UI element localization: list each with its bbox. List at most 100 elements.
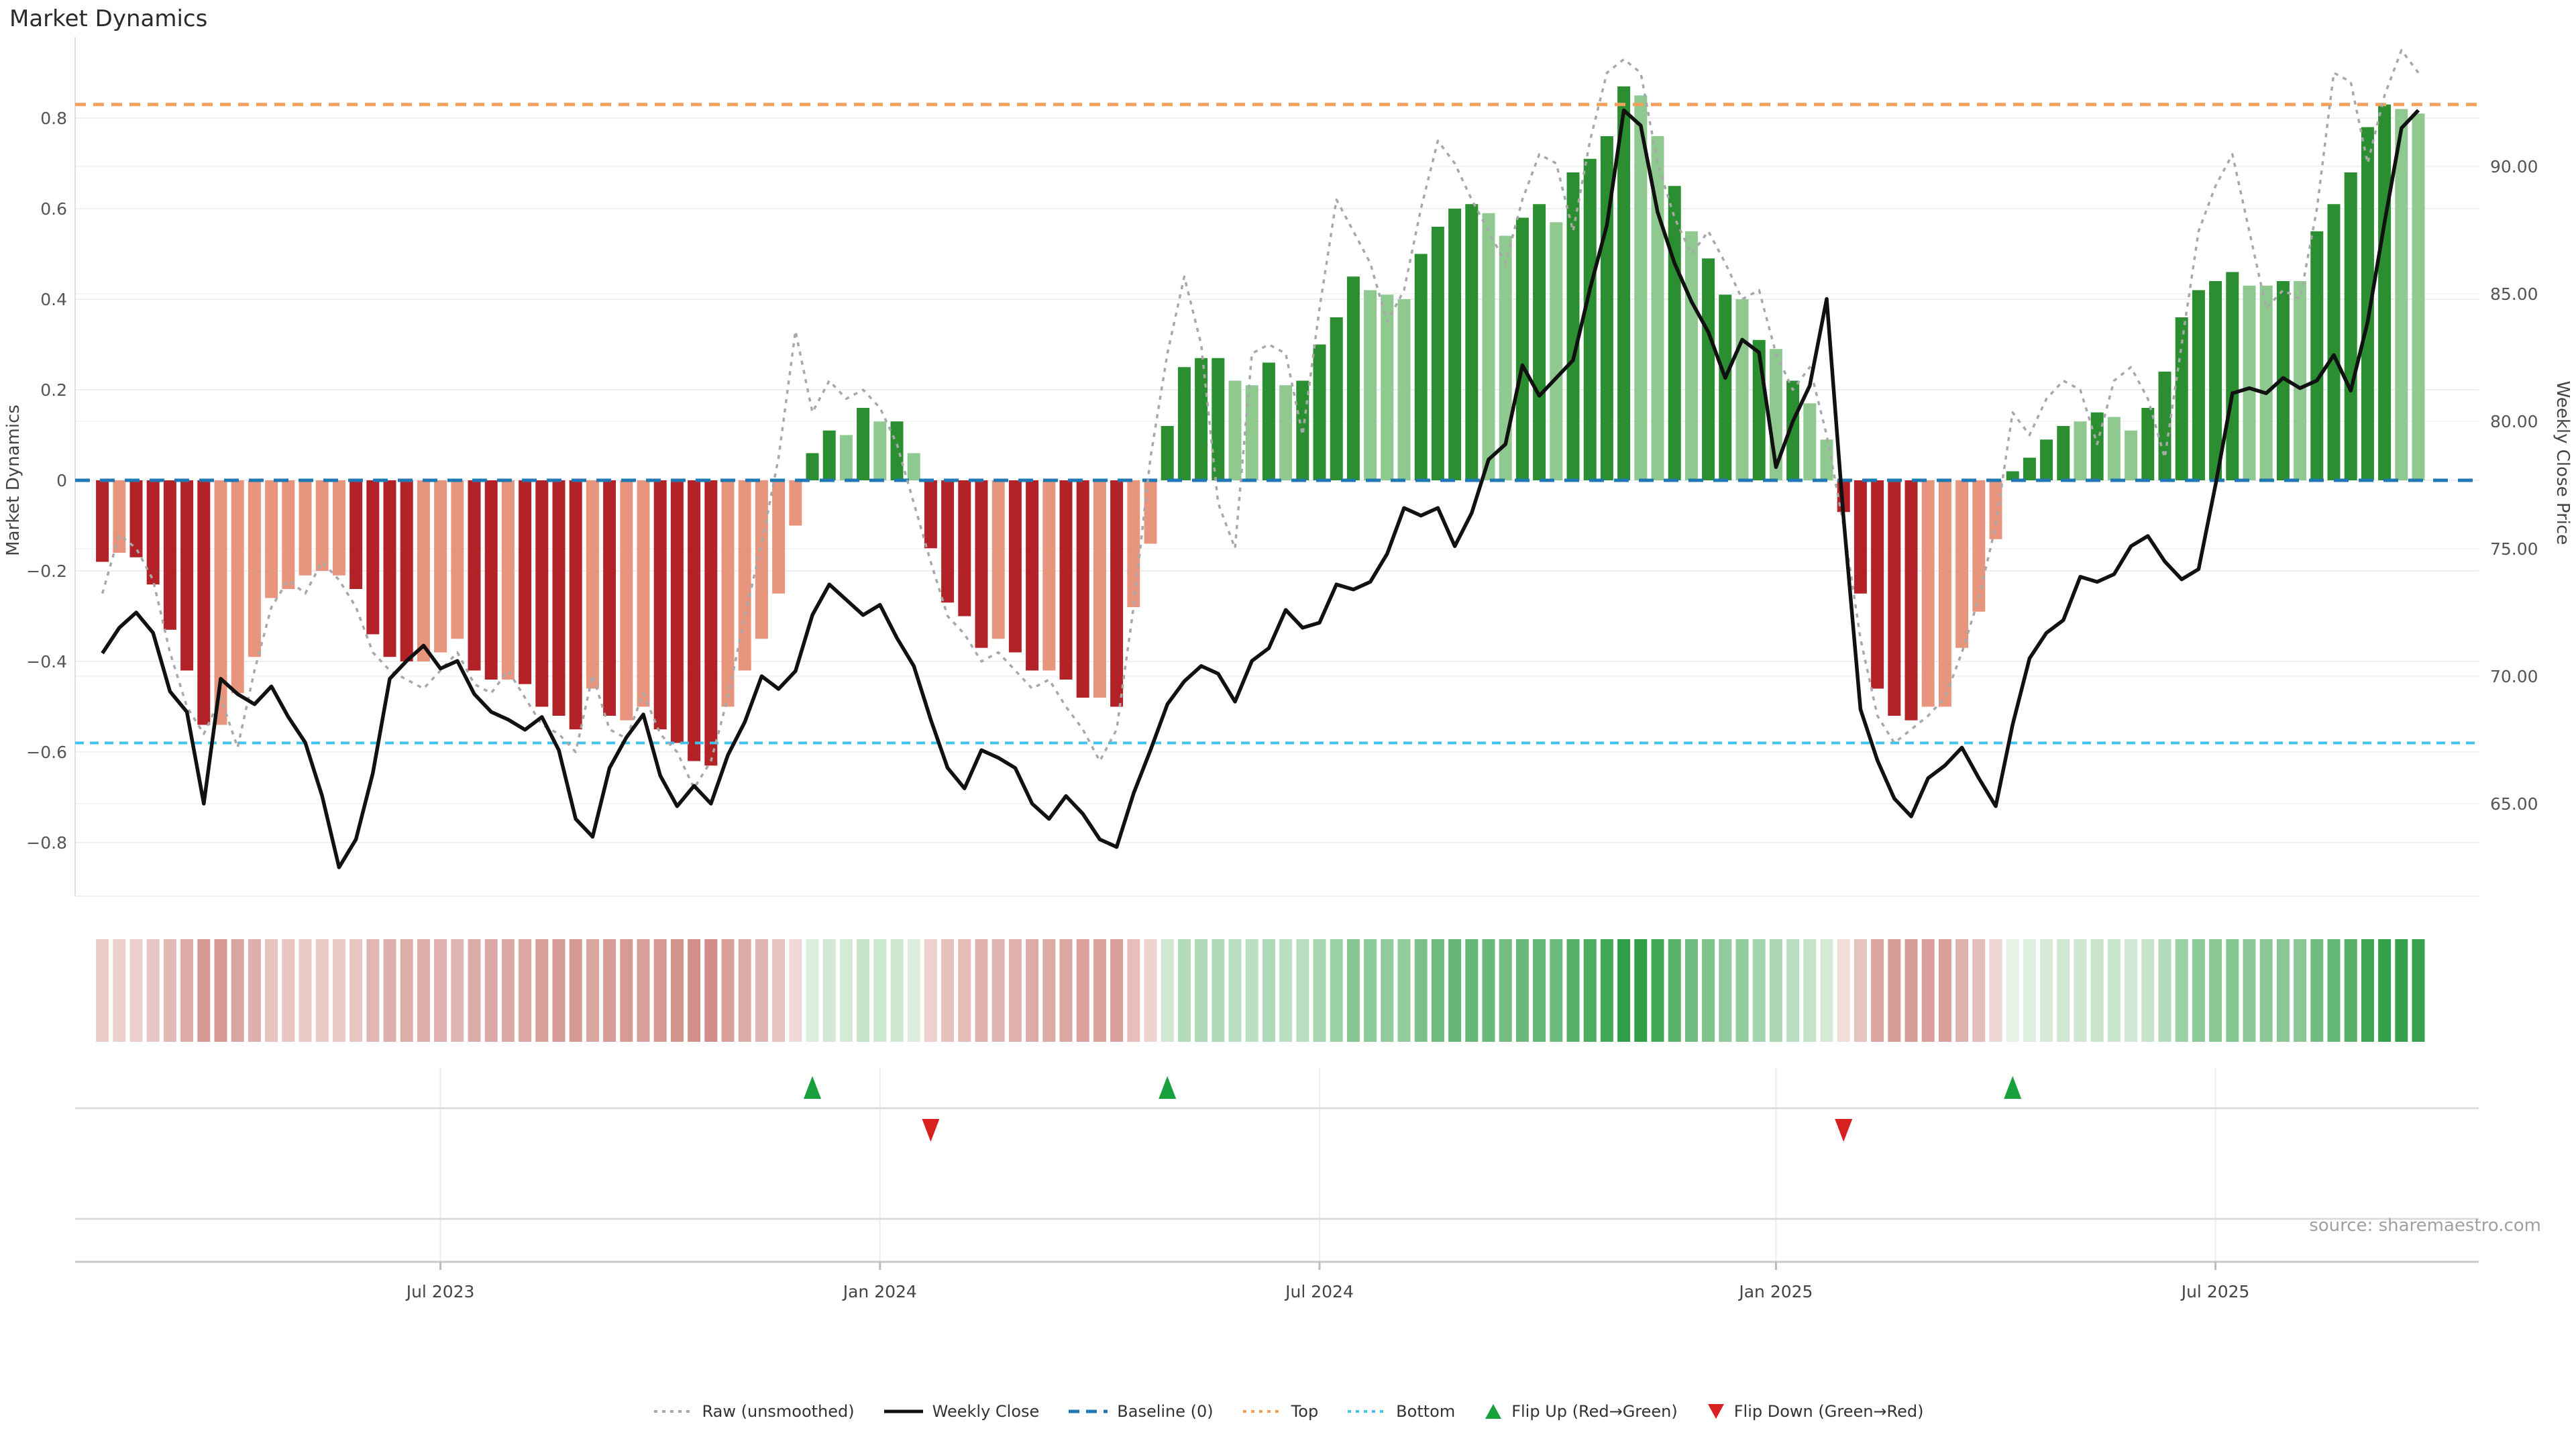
heatmap-cell	[315, 939, 329, 1042]
heatmap-cell	[2243, 939, 2256, 1042]
dynamics-bar	[1127, 480, 1140, 607]
flip-up-marker	[2004, 1076, 2022, 1099]
heatmap-cell	[2344, 939, 2357, 1042]
heatmap-cell	[806, 939, 819, 1042]
heatmap-cell	[2090, 939, 2104, 1042]
heatmap-cell	[2107, 939, 2121, 1042]
legend-item-5: Flip Up (Red→Green)	[1483, 1402, 1678, 1421]
heatmap-cell	[941, 939, 955, 1042]
y-tick-label: 0.8	[40, 109, 67, 128]
dynamics-bar	[1921, 480, 1935, 707]
heatmap-cell	[2361, 939, 2374, 1042]
dynamics-bar	[569, 480, 582, 730]
dynamics-bar	[1904, 480, 1918, 720]
dynamics-bar	[2023, 458, 2036, 480]
dynamics-bar	[417, 480, 430, 661]
heatmap-cell	[1600, 939, 1613, 1042]
flip-up-marker	[804, 1076, 821, 1099]
dynamics-bar	[924, 480, 937, 549]
heatmap-cell	[1735, 939, 1749, 1042]
heatmap-cell	[2276, 939, 2290, 1042]
dynamics-bar	[721, 480, 735, 707]
heatmap-cell	[552, 939, 566, 1042]
heatmap-cell	[1617, 939, 1631, 1042]
dynamics-bar	[1888, 480, 1901, 716]
dynamics-bar	[484, 480, 498, 680]
heatmap-cell	[1008, 939, 1022, 1042]
dynamics-bar	[366, 480, 380, 635]
dynamics-bar	[2057, 426, 2070, 480]
heatmap-cell	[991, 939, 1005, 1042]
heatmap-cell	[1296, 939, 1309, 1042]
heatmap-cell	[451, 939, 464, 1042]
dynamics-bar	[383, 480, 396, 657]
heatmap-cell	[1515, 939, 1529, 1042]
heatmap-cell	[1904, 939, 1918, 1042]
heatmap-cell	[1448, 939, 1462, 1042]
legend-label: Baseline (0)	[1117, 1402, 1214, 1421]
heatmap-cell	[907, 939, 920, 1042]
dynamics-bar	[890, 421, 904, 480]
dynamics-bar	[180, 480, 194, 671]
dynamics-bar	[332, 480, 345, 576]
dynamics-bar	[1110, 480, 1124, 707]
heatmap-cell	[1499, 939, 1512, 1042]
dynamics-bar	[1854, 480, 1867, 594]
heatmap-cell	[1871, 939, 1884, 1042]
heatmap-cell	[1161, 939, 1174, 1042]
dynamics-bar	[2327, 204, 2341, 480]
heatmap-cell	[1989, 939, 2002, 1042]
dynamics-bar	[1634, 95, 1648, 480]
source-attribution: source: sharemaestro.com	[2309, 1216, 2541, 1236]
dynamics-bar	[620, 480, 633, 720]
dynamics-bar	[1803, 403, 1817, 480]
dynamics-bar	[2158, 372, 2171, 480]
dynamics-bar	[2243, 285, 2256, 480]
heatmap-cell	[1228, 939, 1242, 1042]
dynamics-bar	[907, 453, 920, 480]
heatmap-cell	[1279, 939, 1293, 1042]
heatmap-cell	[1972, 939, 1986, 1042]
heatmap-cell	[2395, 939, 2408, 1042]
dynamics-bar	[1330, 317, 1343, 480]
heatmap-cell	[755, 939, 768, 1042]
heatmap-cell	[1482, 939, 1495, 1042]
dynamics-bar	[2040, 439, 2053, 480]
price-tick-label: 85.00	[2490, 284, 2538, 304]
dynamics-bar	[1719, 294, 1732, 480]
dynamics-bar	[1431, 227, 1444, 480]
heatmap-cell	[1583, 939, 1597, 1042]
heatmap-cell	[1195, 939, 1208, 1042]
heatmap-cell	[653, 939, 667, 1042]
dynamics-bar	[637, 480, 650, 707]
heatmap-cell	[282, 939, 295, 1042]
heatmap-cell	[1110, 939, 1124, 1042]
dynamics-bar	[451, 480, 464, 639]
heatmap-cell	[1330, 939, 1343, 1042]
dynamics-bar	[2175, 317, 2188, 480]
heatmap-cell	[2310, 939, 2324, 1042]
weekly-close-line	[101, 108, 2420, 869]
heatmap-cell	[1820, 939, 1833, 1042]
dynamics-bar	[315, 480, 329, 571]
x-tick-label: Jan 2024	[842, 1282, 917, 1301]
dynamics-bar	[822, 430, 836, 480]
flip-down-marker	[922, 1119, 940, 1142]
heatmap-cell	[2378, 939, 2392, 1042]
heatmap-cell	[1634, 939, 1648, 1042]
heatmap-cell	[1533, 939, 1546, 1042]
dynamics-bar	[282, 480, 295, 589]
heatmap-cell	[1651, 939, 1664, 1042]
dynamics-bar	[1583, 158, 1597, 480]
legend-label: Flip Down (Green→Red)	[1733, 1402, 1924, 1421]
heatmap-cell	[2023, 939, 2036, 1042]
dynamics-bar	[1550, 222, 1563, 480]
dynamics-bar	[873, 421, 887, 480]
heatmap-cell	[569, 939, 582, 1042]
heatmap-cell	[857, 939, 870, 1042]
legend-line-icon	[1346, 1405, 1388, 1418]
dynamics-bar	[163, 480, 176, 630]
raw-line	[101, 49, 2420, 790]
heatmap-cell	[1212, 939, 1225, 1042]
